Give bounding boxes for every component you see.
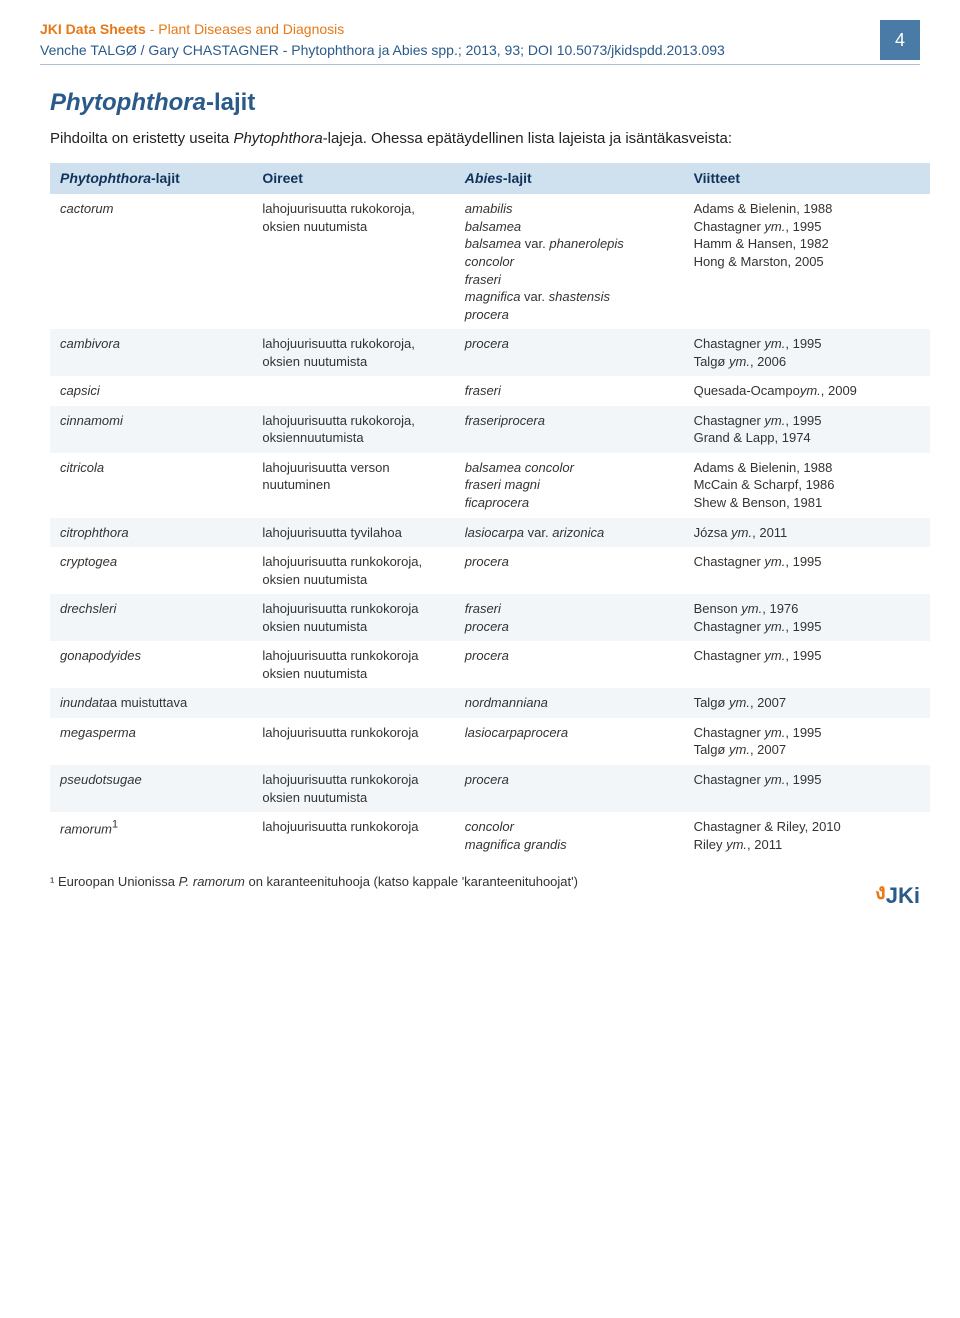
footnote: ¹ Euroopan Unionissa P. ramorum on karan… <box>50 873 920 891</box>
cell-refs: Benson ym., 1976Chastagner ym., 1995 <box>684 594 930 641</box>
table-row: ramorum1lahojuurisuutta runkokorojaconco… <box>50 812 930 859</box>
cell-refs: Chastagner ym., 1995Grand & Lapp, 1974 <box>684 406 930 453</box>
cell-refs: Chastagner ym., 1995Talgø ym., 2007 <box>684 718 930 765</box>
cell-abies: fraseriprocera <box>455 406 684 453</box>
cell-species: cambivora <box>50 329 252 376</box>
cell-abies: fraseriprocera <box>455 594 684 641</box>
cell-refs: Chastagner ym., 1995 <box>684 641 930 688</box>
cell-abies: procera <box>455 641 684 688</box>
cell-symptoms: lahojuurisuutta runkokoroja oksien nuutu… <box>252 641 454 688</box>
cell-symptoms: lahojuurisuutta rukokoroja, oksien nuutu… <box>252 329 454 376</box>
cell-refs: Talgø ym., 2007 <box>684 688 930 718</box>
section-title: Phytophthora-lajit <box>50 87 920 119</box>
table-row: megaspermalahojuurisuutta runkokorojalas… <box>50 718 930 765</box>
cell-refs: Adams & Bielenin, 1988Chastagner ym., 19… <box>684 194 930 329</box>
cell-symptoms: lahojuurisuutta runkokoroja oksien nuutu… <box>252 594 454 641</box>
cell-symptoms <box>252 688 454 718</box>
table-row: cryptogealahojuurisuutta runkokoroja, ok… <box>50 547 930 594</box>
cell-species: cactorum <box>50 194 252 329</box>
cell-species: cryptogea <box>50 547 252 594</box>
table-row: citrophthoralahojuurisuutta tyvilahoalas… <box>50 518 930 548</box>
cell-symptoms: lahojuurisuutta runkokoroja oksien nuutu… <box>252 765 454 812</box>
cell-symptoms: lahojuurisuutta runkokoroja, oksien nuut… <box>252 547 454 594</box>
cell-species: megasperma <box>50 718 252 765</box>
jki-logo: งJKi <box>875 881 920 911</box>
cell-refs: Józsa ym., 2011 <box>684 518 930 548</box>
cell-species: cinnamomi <box>50 406 252 453</box>
cell-symptoms: lahojuurisuutta runkokoroja <box>252 718 454 765</box>
cell-abies: concolormagnifica grandis <box>455 812 684 859</box>
cell-abies: lasiocarpaprocera <box>455 718 684 765</box>
th-abies: Abies-lajit <box>455 163 684 194</box>
table-header-row: Phytophthora-lajit Oireet Abies-lajit Vi… <box>50 163 930 194</box>
phytophthora-table: Phytophthora-lajit Oireet Abies-lajit Vi… <box>50 163 930 859</box>
cell-species: drechsleri <box>50 594 252 641</box>
table-row: citricolalahojuurisuutta verson nuutumin… <box>50 453 930 518</box>
cell-species: inundataa muistuttava <box>50 688 252 718</box>
table-row: pseudotsugaelahojuurisuutta runkokoroja … <box>50 765 930 812</box>
cell-species: capsici <box>50 376 252 406</box>
table-row: drechslerilahojuurisuutta runkokoroja ok… <box>50 594 930 641</box>
section-intro: Pihdoilta on eristetty useita Phytophtho… <box>50 129 920 149</box>
cell-abies: amabilisbalsameabalsamea var. phanerolep… <box>455 194 684 329</box>
header-rule <box>40 64 920 65</box>
cell-species: citrophthora <box>50 518 252 548</box>
cell-refs: Chastagner ym., 1995Talgø ym., 2006 <box>684 329 930 376</box>
table-row: inundataa muistuttava nordmannianaTalgø y… <box>50 688 930 718</box>
cell-abies: balsamea concolorfraseri magnificaprocer… <box>455 453 684 518</box>
header-citation: Venche TALGØ / Gary CHASTAGNER - Phytoph… <box>40 41 920 60</box>
cell-refs: Adams & Bielenin, 1988McCain & Scharpf, … <box>684 453 930 518</box>
table-row: cactorumlahojuurisuutta rukokoroja, oksi… <box>50 194 930 329</box>
cell-refs: Quesada-Ocampoym., 2009 <box>684 376 930 406</box>
cell-refs: Chastagner ym., 1995 <box>684 547 930 594</box>
cell-symptoms: lahojuurisuutta runkokoroja <box>252 812 454 859</box>
cell-species: gonapodyides <box>50 641 252 688</box>
table-row: cambivoralahojuurisuutta rukokoroja, oks… <box>50 329 930 376</box>
cell-species: pseudotsugae <box>50 765 252 812</box>
th-symptoms: Oireet <box>252 163 454 194</box>
header-series: JKI Data Sheets - Plant Diseases and Dia… <box>40 20 920 39</box>
page-number-badge: 4 <box>880 20 920 60</box>
cell-symptoms: lahojuurisuutta tyvilahoa <box>252 518 454 548</box>
cell-refs: Chastagner ym., 1995 <box>684 765 930 812</box>
th-refs: Viitteet <box>684 163 930 194</box>
cell-refs: Chastagner & Riley, 2010Riley ym., 2011 <box>684 812 930 859</box>
table-row: cinnamomilahojuurisuutta rukokoroja, oks… <box>50 406 930 453</box>
cell-abies: fraseri <box>455 376 684 406</box>
cell-species: ramorum1 <box>50 812 252 859</box>
cell-symptoms: lahojuurisuutta rukokoroja, oksiennuutum… <box>252 406 454 453</box>
table-row: gonapodyideslahojuurisuutta runkokoroja … <box>50 641 930 688</box>
cell-species: citricola <box>50 453 252 518</box>
cell-abies: procera <box>455 329 684 376</box>
cell-symptoms <box>252 376 454 406</box>
cell-abies: procera <box>455 547 684 594</box>
cell-abies: procera <box>455 765 684 812</box>
cell-abies: lasiocarpa var. arizonica <box>455 518 684 548</box>
cell-abies: nordmanniana <box>455 688 684 718</box>
cell-symptoms: lahojuurisuutta verson nuutuminen <box>252 453 454 518</box>
cell-symptoms: lahojuurisuutta rukokoroja, oksien nuutu… <box>252 194 454 329</box>
th-species: Phytophthora-lajit <box>50 163 252 194</box>
table-row: capsici fraseriQuesada-Ocampoym., 2009 <box>50 376 930 406</box>
